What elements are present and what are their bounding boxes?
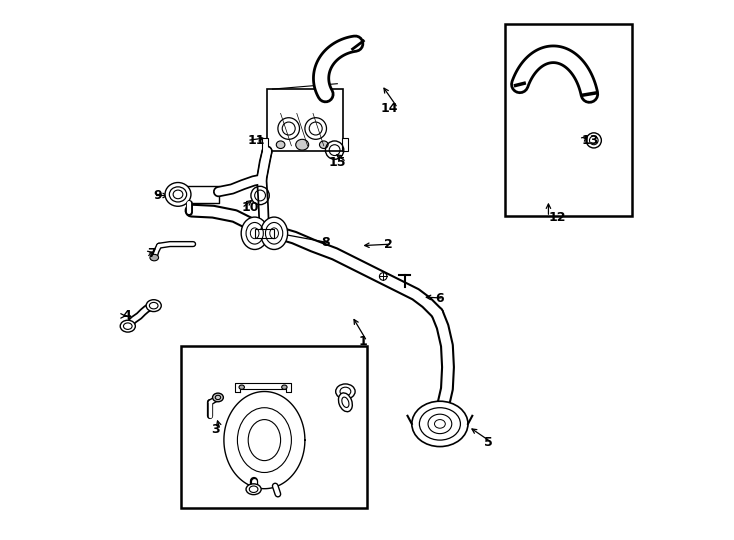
Ellipse shape	[338, 393, 352, 411]
Bar	[505, 24, 631, 216]
Text: 12: 12	[548, 211, 566, 224]
Polygon shape	[224, 392, 305, 489]
Ellipse shape	[150, 254, 159, 261]
Text: 11: 11	[247, 134, 265, 147]
Polygon shape	[235, 383, 291, 392]
Bar	[341, 138, 348, 151]
Text: 7: 7	[147, 247, 156, 260]
Text: 14: 14	[380, 102, 398, 114]
Ellipse shape	[146, 300, 161, 312]
Ellipse shape	[379, 273, 387, 280]
Text: 3: 3	[211, 423, 220, 436]
Ellipse shape	[165, 183, 191, 206]
Bar	[262, 138, 268, 151]
Text: 9: 9	[153, 189, 162, 202]
Ellipse shape	[319, 141, 328, 148]
Bar	[267, 89, 343, 151]
Ellipse shape	[246, 484, 261, 495]
Text: 4: 4	[123, 309, 131, 322]
Text: 6: 6	[435, 292, 443, 305]
Bar	[181, 346, 367, 508]
Text: 10: 10	[241, 201, 259, 214]
Polygon shape	[172, 186, 219, 202]
Text: 1: 1	[358, 335, 367, 348]
Ellipse shape	[261, 217, 288, 249]
Bar	[255, 229, 274, 238]
Text: 2: 2	[384, 238, 393, 251]
Ellipse shape	[241, 217, 268, 249]
Ellipse shape	[282, 385, 287, 389]
Text: 8: 8	[321, 237, 330, 249]
Ellipse shape	[412, 401, 468, 447]
Text: 5: 5	[484, 436, 493, 449]
Ellipse shape	[276, 141, 285, 148]
Text: 15: 15	[329, 156, 346, 168]
Ellipse shape	[120, 320, 135, 332]
Ellipse shape	[296, 139, 309, 150]
Text: 13: 13	[582, 134, 599, 147]
Ellipse shape	[213, 393, 223, 402]
Ellipse shape	[239, 385, 244, 389]
